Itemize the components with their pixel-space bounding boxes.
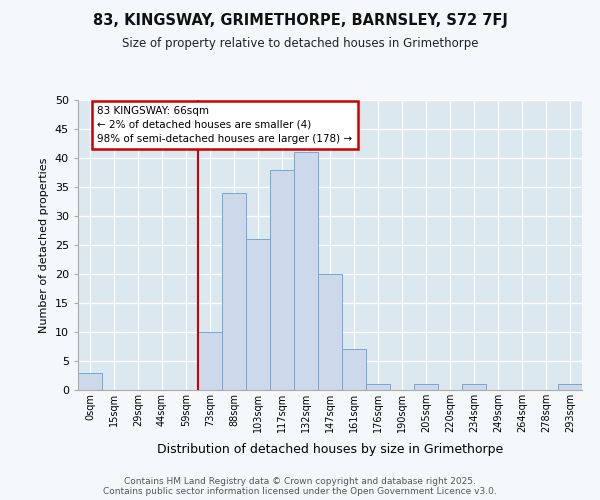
Y-axis label: Number of detached properties: Number of detached properties — [39, 158, 49, 332]
Bar — [294, 152, 318, 390]
Text: 83, KINGSWAY, GRIMETHORPE, BARNSLEY, S72 7FJ: 83, KINGSWAY, GRIMETHORPE, BARNSLEY, S72… — [92, 12, 508, 28]
Bar — [462, 384, 486, 390]
Text: Size of property relative to detached houses in Grimethorpe: Size of property relative to detached ho… — [122, 38, 478, 51]
X-axis label: Distribution of detached houses by size in Grimethorpe: Distribution of detached houses by size … — [157, 444, 503, 456]
Bar — [318, 274, 342, 390]
Bar — [198, 332, 222, 390]
Bar — [222, 193, 246, 390]
Bar — [558, 384, 582, 390]
Bar — [366, 384, 390, 390]
Bar — [414, 384, 438, 390]
Text: 83 KINGSWAY: 66sqm
← 2% of detached houses are smaller (4)
98% of semi-detached : 83 KINGSWAY: 66sqm ← 2% of detached hous… — [97, 106, 352, 144]
Bar — [246, 239, 270, 390]
Bar — [270, 170, 294, 390]
Bar — [342, 350, 366, 390]
Text: Contains public sector information licensed under the Open Government Licence v3: Contains public sector information licen… — [103, 487, 497, 496]
Bar — [78, 372, 102, 390]
Text: Contains HM Land Registry data © Crown copyright and database right 2025.: Contains HM Land Registry data © Crown c… — [124, 477, 476, 486]
